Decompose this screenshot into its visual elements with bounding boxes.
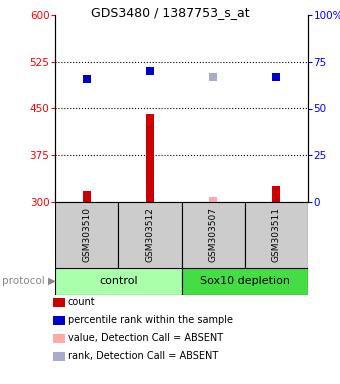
Bar	[182, 268, 308, 295]
Text: rank, Detection Call = ABSENT: rank, Detection Call = ABSENT	[68, 351, 218, 361]
Bar	[209, 197, 217, 202]
Bar	[118, 202, 182, 268]
Text: percentile rank within the sample: percentile rank within the sample	[68, 315, 233, 325]
Text: Sox10 depletion: Sox10 depletion	[200, 276, 290, 286]
Text: GSM303510: GSM303510	[82, 207, 91, 263]
Bar	[55, 202, 118, 268]
Text: GSM303507: GSM303507	[209, 207, 218, 263]
Text: protocol ▶: protocol ▶	[2, 276, 56, 286]
Text: control: control	[99, 276, 138, 286]
Text: count: count	[68, 297, 96, 307]
Bar	[146, 114, 154, 202]
Bar	[55, 268, 182, 295]
Bar	[272, 186, 280, 202]
Bar	[182, 202, 245, 268]
Text: value, Detection Call = ABSENT: value, Detection Call = ABSENT	[68, 333, 223, 343]
Bar	[83, 191, 91, 202]
Text: GSM303511: GSM303511	[272, 207, 281, 263]
Bar	[245, 202, 308, 268]
Text: GSM303512: GSM303512	[146, 208, 154, 262]
Text: GDS3480 / 1387753_s_at: GDS3480 / 1387753_s_at	[91, 6, 249, 19]
